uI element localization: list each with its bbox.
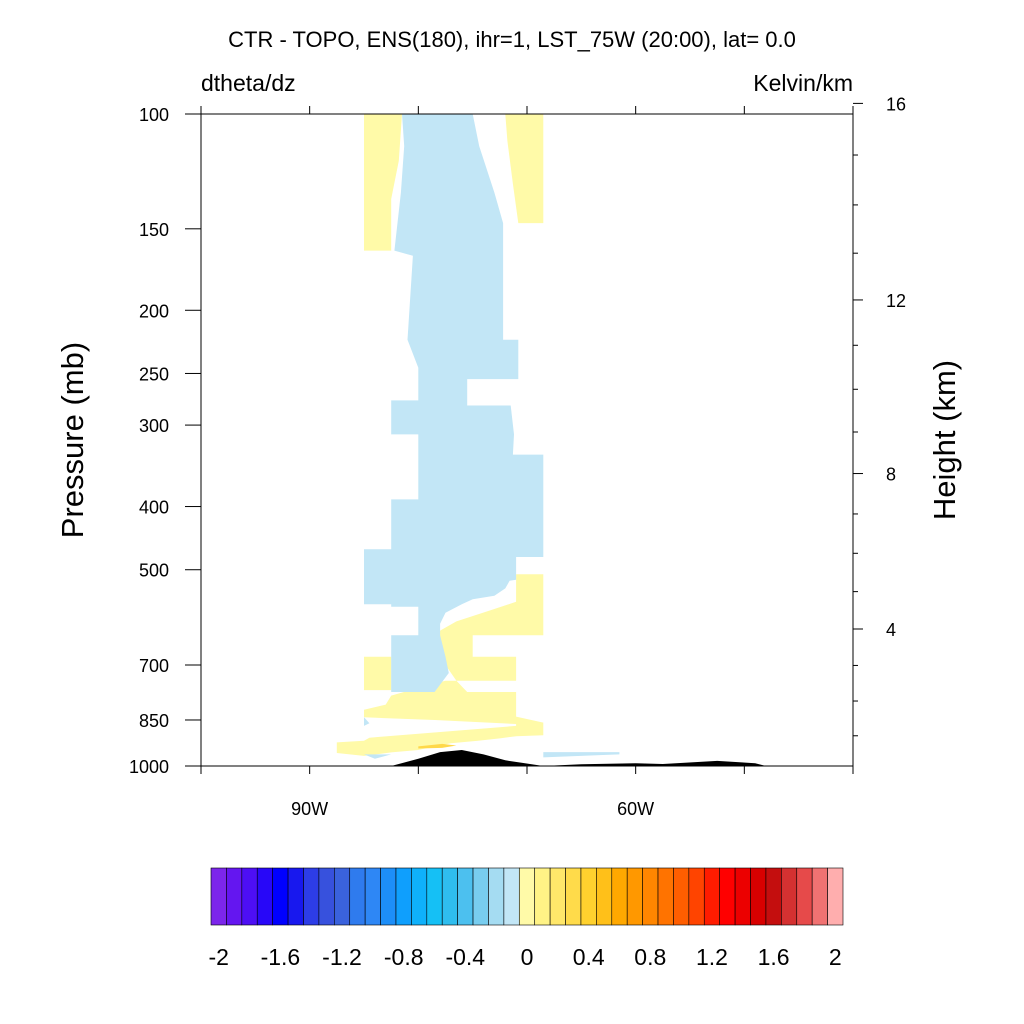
colorbar-swatch	[503, 867, 520, 926]
field-units: Kelvin/km	[753, 70, 853, 96]
contour-fill-layer	[336, 114, 620, 759]
terrain-layer	[391, 750, 767, 766]
y-axis-label-right: Height (km)	[927, 360, 962, 520]
colorbar-swatch	[580, 867, 597, 926]
colorbar-label: -0.4	[445, 944, 485, 970]
colorbar-swatch	[750, 867, 767, 926]
colorbar-swatch	[703, 867, 720, 926]
y-tick-label: 300	[139, 416, 169, 436]
colorbar-swatch	[688, 867, 705, 926]
y-axis-label: Pressure (mb)	[55, 342, 90, 538]
colorbar-swatch	[303, 867, 320, 926]
colorbar-swatch	[611, 867, 628, 926]
colorbar-swatch	[734, 867, 751, 926]
colorbar-label: -0.8	[384, 944, 424, 970]
y-tick-label: 500	[139, 561, 169, 581]
colorbar-swatch	[287, 867, 304, 926]
colorbar-swatch	[488, 867, 505, 926]
colorbar-swatch	[596, 867, 613, 926]
contour-region-4	[418, 743, 457, 749]
colorbar-swatch	[457, 867, 474, 926]
y-right-tick-label: 8	[886, 465, 896, 485]
colorbar-swatch	[210, 867, 227, 926]
colorbar-label: 1.2	[696, 944, 728, 970]
colorbar-label: -1.6	[261, 944, 301, 970]
colorbar-label: 0.4	[573, 944, 605, 970]
colorbar-swatch	[765, 867, 782, 926]
colorbar	[210, 867, 844, 926]
colorbar-swatch	[811, 867, 828, 926]
y-tick-label: 100	[139, 105, 169, 125]
colorbar-label: 0	[521, 944, 534, 970]
colorbar-label: -1.2	[322, 944, 362, 970]
y-tick-label: 250	[139, 364, 169, 384]
colorbar-swatch	[241, 867, 258, 926]
terrain-silhouette	[391, 750, 767, 766]
y-tick-label: 200	[139, 301, 169, 321]
contour-region-6	[364, 717, 370, 726]
colorbar-swatch	[719, 867, 736, 926]
contour-region-5	[364, 114, 544, 692]
colorbar-swatch	[626, 867, 643, 926]
contour-region-2	[364, 656, 392, 691]
x-tick-label: 90W	[291, 799, 328, 819]
y-tick-label: 700	[139, 656, 169, 676]
colorbar-swatch	[565, 867, 582, 926]
colorbar-swatch	[380, 867, 397, 926]
colorbar-swatch	[334, 867, 351, 926]
contour-region-3	[336, 574, 544, 756]
colorbar-swatch	[518, 867, 535, 926]
contour-region-7	[364, 754, 392, 759]
colorbar-swatch	[349, 867, 366, 926]
colorbar-label: -2	[208, 944, 228, 970]
y-right-tick-label: 12	[886, 291, 906, 311]
colorbar-swatch	[827, 867, 844, 926]
colorbar-swatch	[318, 867, 335, 926]
colorbar-swatch	[781, 867, 798, 926]
x-axis: 90W 60W	[200, 106, 854, 819]
y-tick-label: 150	[139, 220, 169, 240]
y-right-tick-label: 16	[886, 94, 906, 114]
colorbar-swatch	[395, 867, 412, 926]
colorbar-swatch	[364, 867, 381, 926]
y-tick-label: 1000	[129, 757, 169, 777]
colorbar-swatch	[549, 867, 566, 926]
y-tick-label: 400	[139, 498, 169, 518]
y-tick-label: 850	[139, 711, 169, 731]
colorbar-swatch	[441, 867, 458, 926]
colorbar-swatch	[256, 867, 273, 926]
y-right-tick-label: 4	[886, 620, 896, 640]
colorbar-label: 0.8	[634, 944, 666, 970]
colorbar-label: 1.6	[758, 944, 790, 970]
colorbar-swatch	[272, 867, 289, 926]
colorbar-labels: -2 -1.6 -1.2 -0.8 -0.4 0 0.4 0.8 1.2 1.6 2	[208, 944, 841, 970]
colorbar-swatch	[657, 867, 674, 926]
colorbar-swatch	[534, 867, 551, 926]
y-axis-right: 4 8 12 16	[853, 94, 906, 737]
colorbar-swatch	[673, 867, 690, 926]
y-axis-left: 100 150 200 250 300 400 500 700 850 1000	[129, 105, 201, 777]
contour-region-0	[364, 114, 402, 251]
contour-region-1	[505, 114, 544, 224]
colorbar-swatch	[411, 867, 428, 926]
contour-region-8	[543, 752, 620, 758]
colorbar-swatch	[226, 867, 243, 926]
colorbar-swatch	[796, 867, 813, 926]
chart-title: CTR - TOPO, ENS(180), ihr=1, LST_75W (20…	[228, 27, 796, 52]
colorbar-swatch	[472, 867, 489, 926]
x-tick-label: 60W	[617, 799, 654, 819]
colorbar-label: 2	[829, 944, 842, 970]
colorbar-swatch	[642, 867, 659, 926]
colorbar-swatch	[426, 867, 443, 926]
field-name: dtheta/dz	[201, 70, 296, 96]
